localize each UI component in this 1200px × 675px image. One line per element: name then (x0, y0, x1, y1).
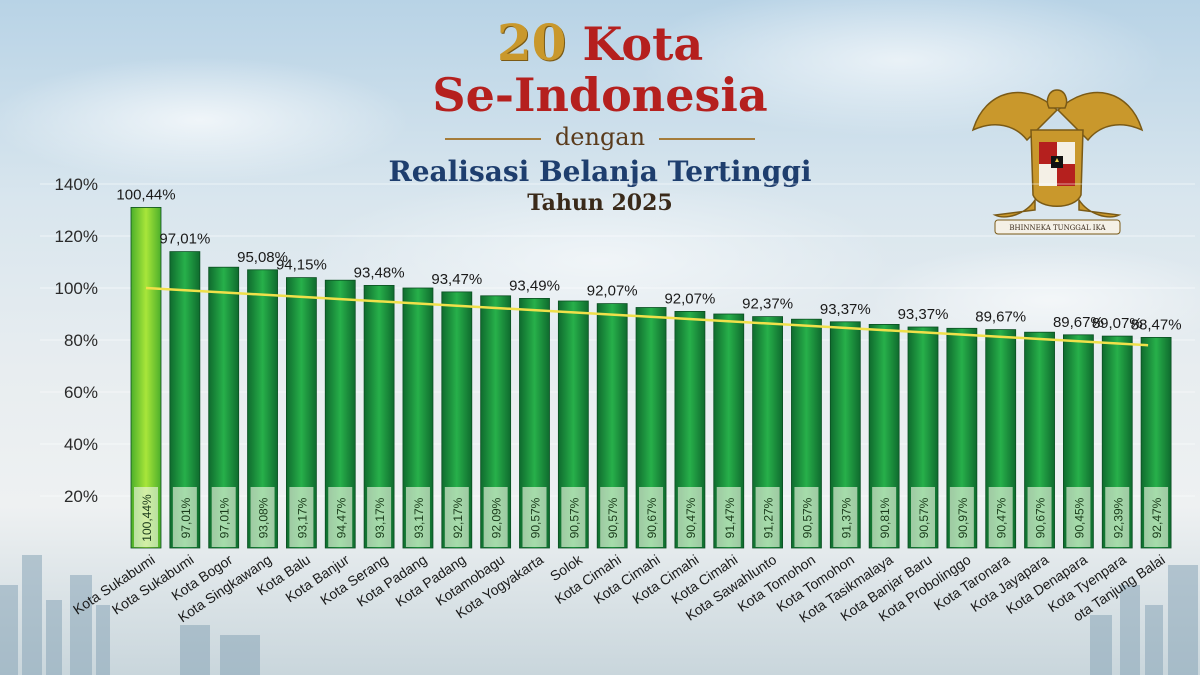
y-tick-label: 40% (64, 435, 98, 454)
y-tick-label: 60% (64, 383, 98, 402)
inner-label-box (1144, 487, 1169, 547)
bar-top-label: 88,47% (1131, 316, 1182, 333)
bar-inner-label: 90,57% (800, 497, 814, 538)
bar-inner-label: 94,47% (334, 497, 348, 538)
inner-label-box (988, 487, 1013, 547)
bar-inner-label: 92,17% (451, 497, 465, 538)
y-tick-label: 20% (64, 487, 98, 506)
bar-top-label: 93,37% (898, 306, 949, 323)
title-block: 20 Kota Se-Indonesia dengan Realisasi Be… (300, 18, 900, 217)
y-tick-label: 140% (55, 175, 98, 194)
bar-top-label: 93,49% (509, 277, 560, 294)
bar-inner-label: 93,17% (412, 497, 426, 538)
inner-label-box (444, 487, 469, 547)
title-word-kota: Kota (582, 17, 704, 71)
bar-top-label: 93,47% (431, 271, 482, 288)
y-tick-label: 120% (55, 227, 98, 246)
bar-inner-label: 90,57% (567, 497, 581, 538)
bar-top-label: 92,07% (664, 290, 715, 307)
bar-inner-label: 100,44% (140, 494, 154, 542)
bar-inner-label: 93,08% (257, 497, 271, 538)
bar-inner-label: 90,57% (606, 497, 620, 538)
inner-label-box (328, 487, 353, 547)
inner-label-box (483, 487, 508, 547)
bar-top-label: 100,44% (116, 186, 175, 203)
bar-top-label: 92,07% (587, 283, 638, 300)
inner-label-box (677, 487, 702, 547)
bar-top-label: 94,15% (276, 257, 327, 274)
bar-inner-label: 90,57% (529, 497, 543, 538)
inner-label-box (211, 487, 236, 547)
y-tick-label: 100% (55, 279, 98, 298)
bar-top-label: 93,37% (820, 301, 871, 318)
bar-inner-label: 93,17% (373, 497, 387, 538)
trend-line (145, 286, 1149, 347)
bar-inner-label: 91,27% (762, 497, 776, 538)
title-line-3: dengan (300, 123, 900, 151)
title-line-1: 20 Kota (300, 17, 900, 71)
bar-top-label: 89,67% (975, 309, 1026, 326)
bar-inner-label: 91,37% (839, 497, 853, 538)
bar-inner-label: 90,67% (645, 497, 659, 538)
bar-inner-label: 93,17% (295, 497, 309, 538)
inner-label-box (911, 487, 935, 547)
inner-label-box (367, 487, 392, 547)
title-line-2: Se-Indonesia (432, 68, 768, 122)
bar-top-label: 97,01% (159, 231, 210, 248)
inner-label-box (172, 487, 197, 547)
inner-label-box (716, 487, 741, 547)
bar-top-label: 95,08% (237, 249, 288, 266)
inner-label-box (1105, 487, 1130, 547)
inner-label-box (600, 487, 625, 547)
bar-inner-label: 92,47% (1150, 497, 1164, 538)
bar-inner-label: 90,45% (1072, 497, 1086, 538)
inner-label-box (1027, 487, 1052, 547)
inner-label-box (872, 487, 897, 547)
bar-inner-label: 97,01% (179, 497, 193, 538)
city-skyline-background (0, 555, 1198, 675)
bar-inner-label: 90,47% (684, 497, 698, 538)
bar-inner-label: 90,57% (917, 497, 931, 538)
inner-label-box (755, 487, 780, 547)
bar-inner-label: 92,09% (490, 497, 504, 538)
bar-top-label: 93,48% (354, 264, 405, 281)
inner-label-box (134, 487, 158, 547)
bar-inner-label: 90,97% (956, 497, 970, 538)
bar-inner-label: 97,01% (218, 497, 232, 538)
inner-label-box (833, 487, 858, 547)
inner-label-box (405, 487, 430, 547)
bar-inner-label: 92,39% (1111, 497, 1125, 538)
bar-inner-label: 90,67% (1034, 497, 1048, 538)
bar-inner-label: 90,81% (878, 497, 892, 538)
title-dengan: dengan (554, 123, 646, 151)
title-line-4: Realisasi Belanja Tertinggi (388, 155, 812, 188)
inner-label-box (949, 487, 974, 547)
title-line-5: Tahun 2025 (527, 190, 673, 216)
bar-inner-label: 91,47% (723, 497, 737, 538)
inner-label-box (794, 487, 819, 547)
bar-top-label: 89,67% (1053, 314, 1104, 331)
title-number: 20 (496, 13, 567, 72)
inner-label-box (639, 487, 664, 547)
inner-label-box (250, 487, 275, 547)
emblem-motto: BHINNEKA TUNGGAL IKA (1009, 224, 1106, 232)
inner-label-box (561, 487, 586, 547)
bar-top-label: 92,37% (742, 296, 793, 313)
garuda-emblem-icon: BHINNEKA TUNGGAL IKA (971, 89, 1144, 235)
inner-label-box (1066, 487, 1091, 547)
inner-label-box (289, 487, 314, 547)
inner-label-box (522, 487, 547, 547)
y-tick-label: 80% (64, 331, 98, 350)
bar-top-label: 89,07% (1092, 315, 1143, 332)
bar-inner-label: 90,47% (995, 497, 1009, 538)
